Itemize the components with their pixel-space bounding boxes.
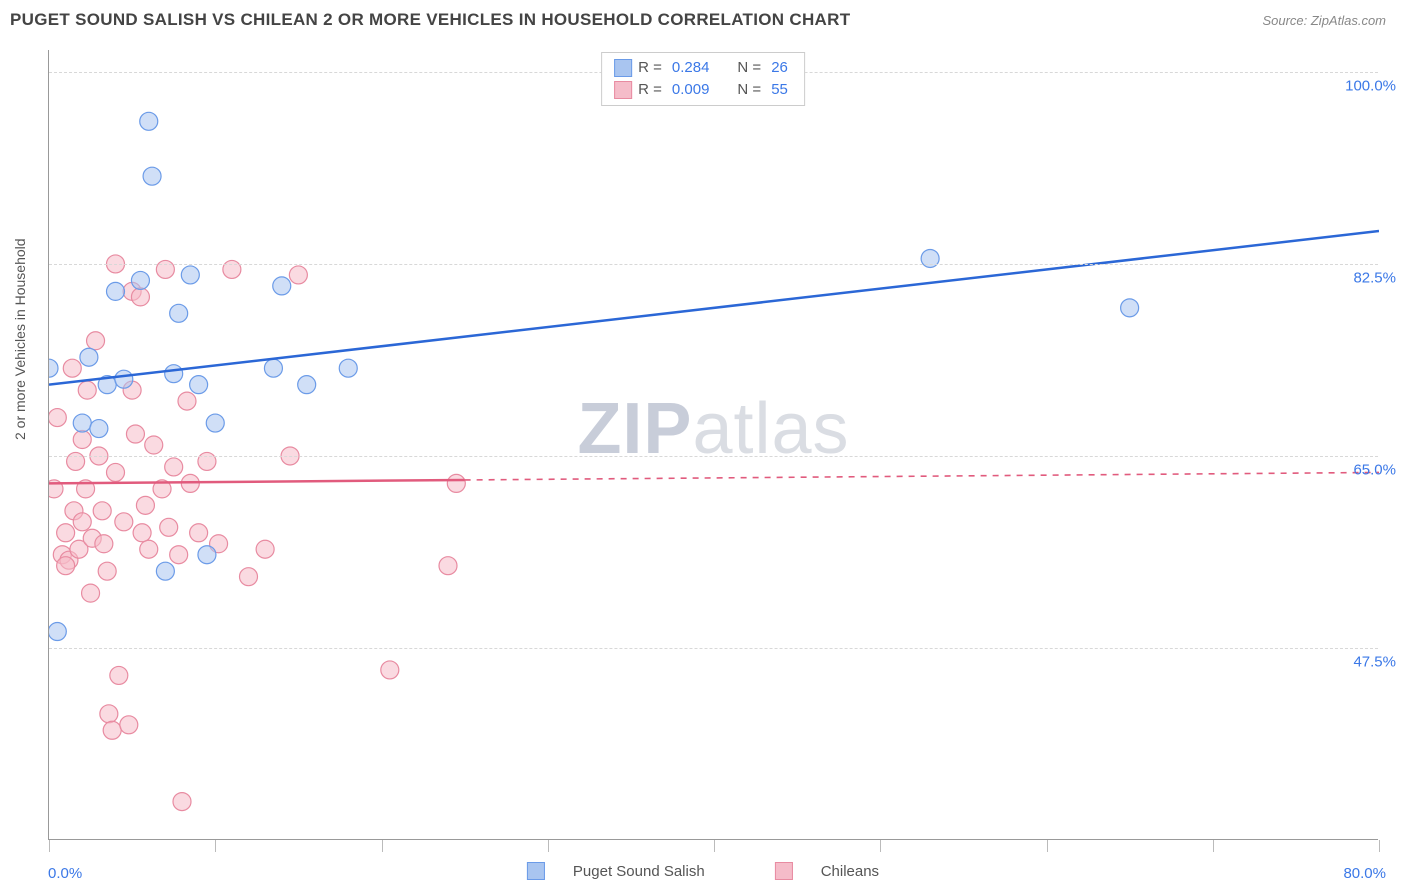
x-tick xyxy=(215,840,216,852)
data-point xyxy=(165,365,183,383)
stats-legend: R =0.284 N =26 R =0.009 N =55 xyxy=(601,52,805,106)
data-point xyxy=(256,540,274,558)
y-tick-label: 100.0% xyxy=(1345,77,1396,94)
x-tick xyxy=(548,840,549,852)
data-point xyxy=(49,359,58,377)
data-point xyxy=(49,409,66,427)
x-tick xyxy=(1047,840,1048,852)
data-point xyxy=(240,568,258,586)
data-point xyxy=(98,562,116,580)
scatter-svg xyxy=(49,50,1379,840)
data-point xyxy=(165,458,183,476)
data-point xyxy=(107,282,125,300)
source-label: Source: ZipAtlas.com xyxy=(1262,13,1386,28)
x-tick xyxy=(1213,840,1214,852)
data-point xyxy=(156,562,174,580)
swatch-a-icon xyxy=(614,59,632,77)
chart-title: PUGET SOUND SALISH VS CHILEAN 2 OR MORE … xyxy=(10,10,850,30)
y-tick-label: 65.0% xyxy=(1353,461,1396,478)
y-tick-label: 82.5% xyxy=(1353,269,1396,286)
data-point xyxy=(1121,299,1139,317)
swatch-b-icon xyxy=(775,862,793,880)
data-point xyxy=(107,463,125,481)
data-point xyxy=(87,332,105,350)
data-point xyxy=(145,436,163,454)
data-point xyxy=(178,392,196,410)
data-point xyxy=(339,359,357,377)
x-tick xyxy=(382,840,383,852)
data-point xyxy=(57,557,75,575)
data-point xyxy=(63,359,81,377)
data-point xyxy=(95,535,113,553)
swatch-a-icon xyxy=(527,862,545,880)
data-point xyxy=(206,414,224,432)
data-point xyxy=(264,359,282,377)
legend-label-b: Chileans xyxy=(821,863,879,880)
data-point xyxy=(133,524,151,542)
data-point xyxy=(115,370,133,388)
data-point xyxy=(273,277,291,295)
data-point xyxy=(170,546,188,564)
data-point xyxy=(126,425,144,443)
data-point xyxy=(80,348,98,366)
data-point xyxy=(110,666,128,684)
x-tick xyxy=(714,840,715,852)
data-point xyxy=(78,381,96,399)
stats-row-a: R =0.284 N =26 xyxy=(614,57,792,79)
data-point xyxy=(289,266,307,284)
data-point xyxy=(90,420,108,438)
data-point xyxy=(100,705,118,723)
data-point xyxy=(298,376,316,394)
data-point xyxy=(103,721,121,739)
data-point xyxy=(131,271,149,289)
trend-line-extrapolated xyxy=(465,472,1379,480)
trend-line xyxy=(49,231,1379,385)
x-max-label: 80.0% xyxy=(1343,865,1386,882)
x-min-label: 0.0% xyxy=(48,865,82,882)
data-point xyxy=(131,288,149,306)
data-point xyxy=(49,623,66,641)
data-point xyxy=(82,584,100,602)
data-point xyxy=(181,266,199,284)
series-legend: Puget Sound Salish Chileans xyxy=(527,862,879,880)
x-tick xyxy=(880,840,881,852)
data-point xyxy=(57,524,75,542)
data-point xyxy=(73,414,91,432)
data-point xyxy=(160,518,178,536)
x-tick xyxy=(49,840,50,852)
data-point xyxy=(190,524,208,542)
data-point xyxy=(439,557,457,575)
data-point xyxy=(136,496,154,514)
data-point xyxy=(140,540,158,558)
swatch-b-icon xyxy=(614,81,632,99)
data-point xyxy=(73,431,91,449)
data-point xyxy=(173,793,191,811)
data-point xyxy=(198,546,216,564)
data-point xyxy=(170,304,188,322)
data-point xyxy=(447,474,465,492)
data-point xyxy=(190,376,208,394)
stats-row-b: R =0.009 N =55 xyxy=(614,79,792,101)
data-point xyxy=(93,502,111,520)
legend-label-a: Puget Sound Salish xyxy=(573,863,705,880)
y-axis-title: 2 or more Vehicles in Household xyxy=(12,238,28,440)
x-tick xyxy=(1379,840,1380,852)
data-point xyxy=(140,112,158,130)
gridline xyxy=(49,648,1378,649)
gridline xyxy=(49,264,1378,265)
data-point xyxy=(381,661,399,679)
data-point xyxy=(115,513,133,531)
gridline xyxy=(49,456,1378,457)
data-point xyxy=(143,167,161,185)
y-tick-label: 47.5% xyxy=(1353,653,1396,670)
data-point xyxy=(120,716,138,734)
data-point xyxy=(73,513,91,531)
chart-plot-area: ZIPatlas xyxy=(48,50,1378,840)
